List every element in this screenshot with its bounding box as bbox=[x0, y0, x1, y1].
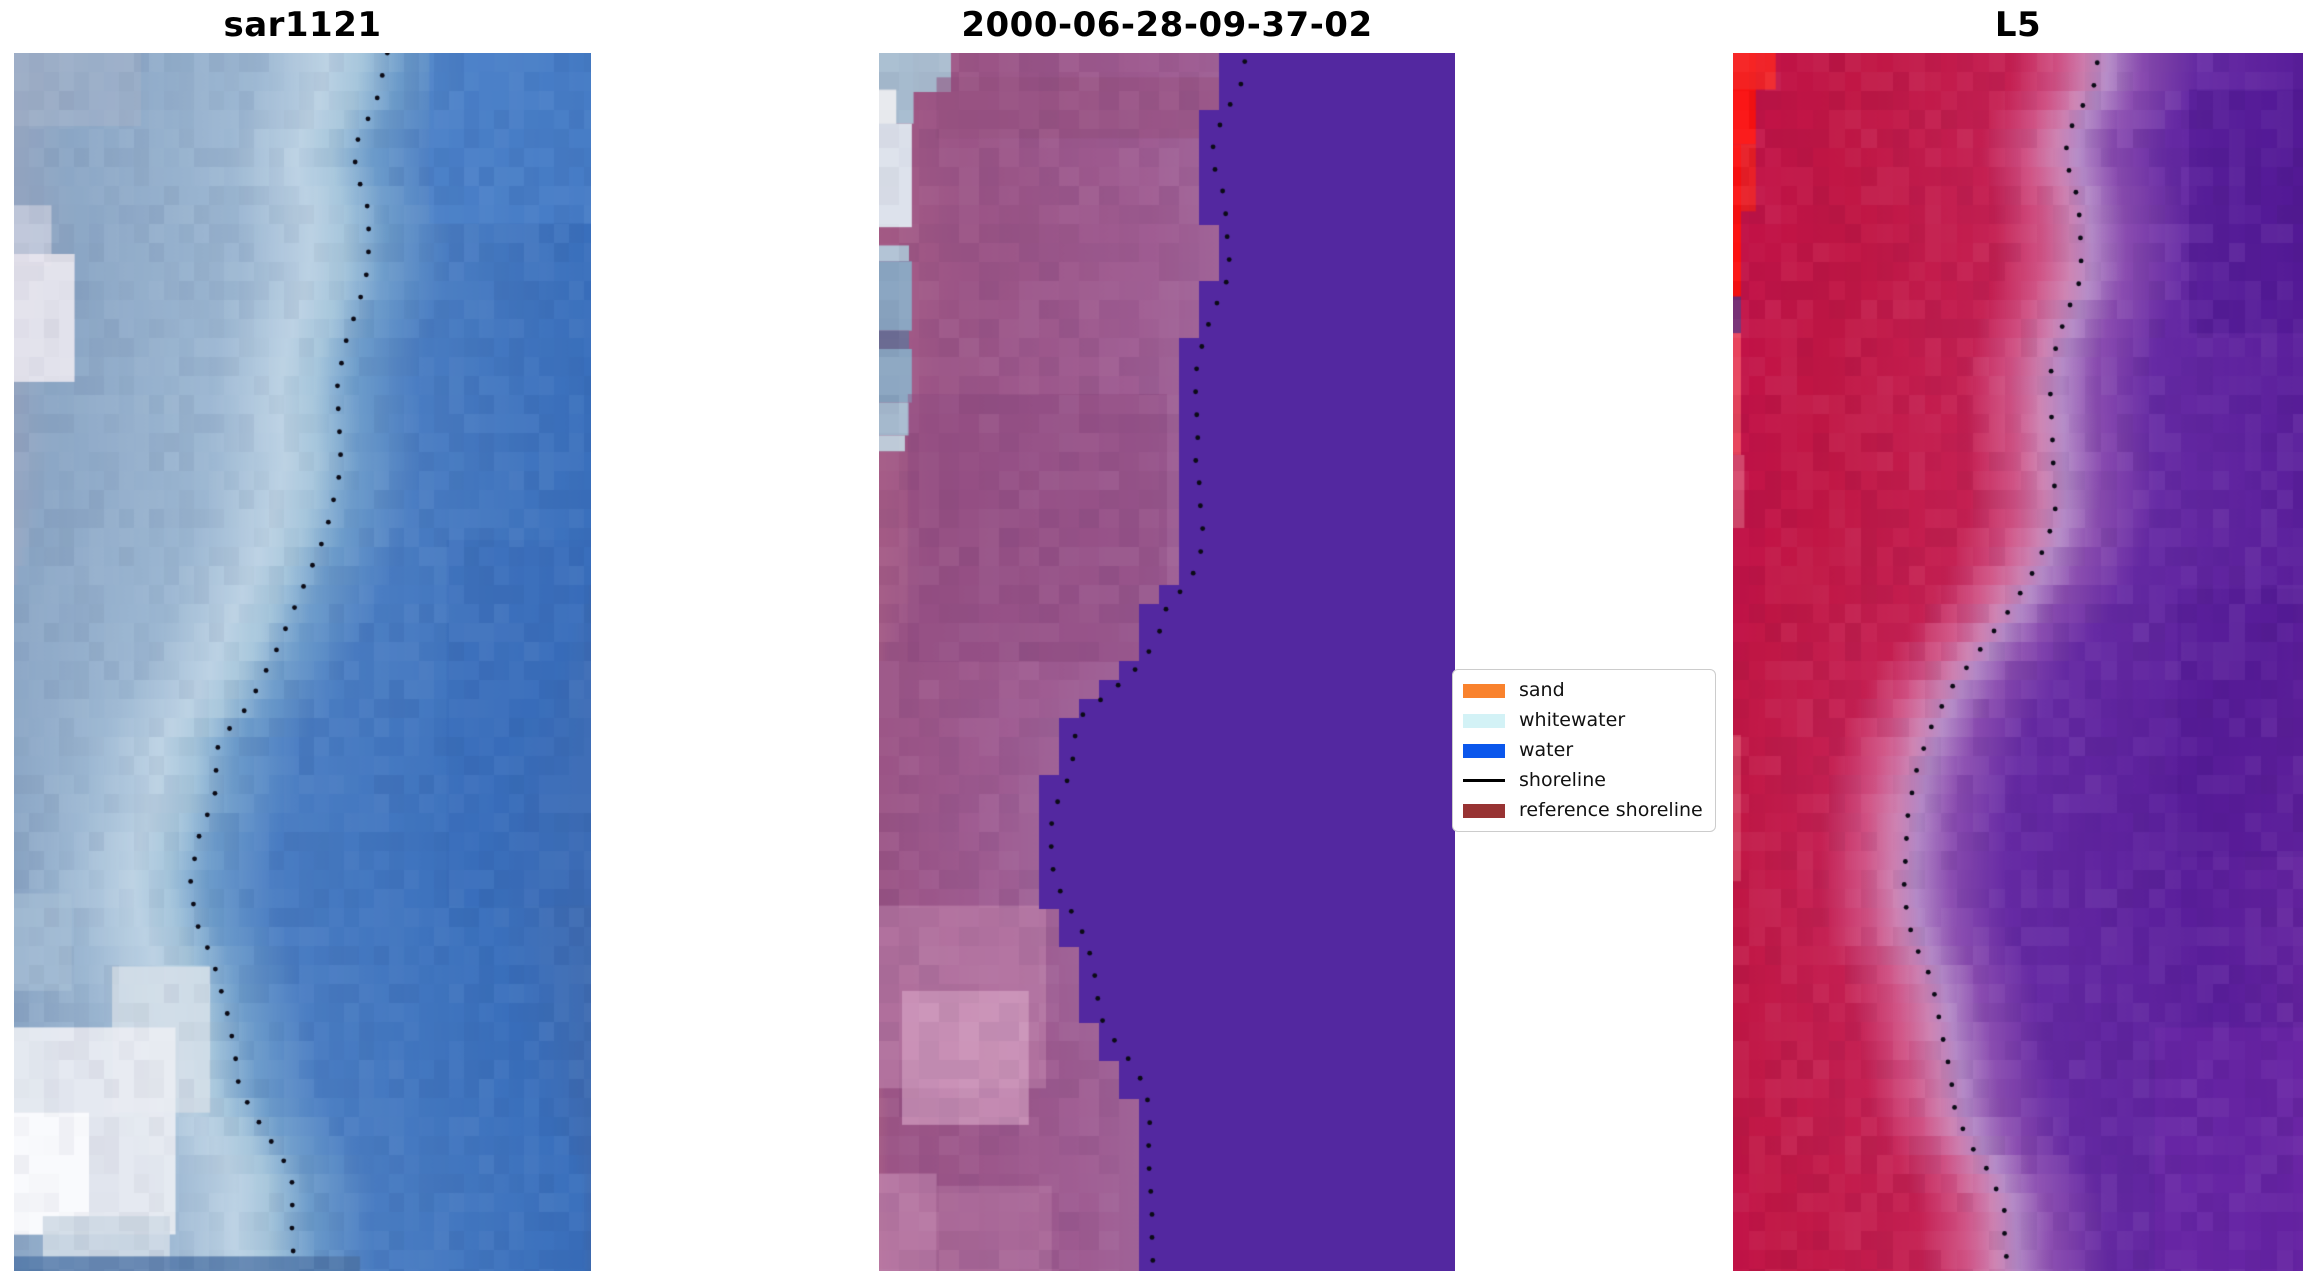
panel-title-l5: L5 bbox=[1994, 5, 2042, 45]
reference-shoreline-color-swatch bbox=[1463, 803, 1505, 818]
image-panel-classified bbox=[879, 53, 1455, 1271]
legend-label: reference shoreline bbox=[1519, 799, 1703, 821]
legend-item-reference-shoreline: reference shoreline bbox=[1463, 799, 1703, 822]
legend-item-sand: sand bbox=[1463, 679, 1703, 702]
shoreline-line-swatch bbox=[1463, 779, 1505, 782]
panel-title-date: 2000-06-28-09-37-02 bbox=[961, 5, 1373, 45]
image-panel-l5 bbox=[1733, 53, 2303, 1271]
legend-label: whitewater bbox=[1519, 709, 1626, 731]
panel-title-sar1121: sar1121 bbox=[223, 5, 382, 45]
legend-label: water bbox=[1519, 739, 1574, 761]
legend-label: shoreline bbox=[1519, 769, 1606, 791]
legend-item-shoreline: shoreline bbox=[1463, 769, 1703, 792]
whitewater-color-swatch bbox=[1463, 713, 1505, 728]
water-color-swatch bbox=[1463, 743, 1505, 758]
legend-item-water: water bbox=[1463, 739, 1703, 762]
legend: sand whitewater water shoreline referenc… bbox=[1452, 669, 1716, 832]
legend-item-whitewater: whitewater bbox=[1463, 709, 1703, 732]
legend-label: sand bbox=[1519, 679, 1565, 701]
sand-color-swatch bbox=[1463, 683, 1505, 698]
image-panel-sar1121 bbox=[14, 53, 591, 1271]
